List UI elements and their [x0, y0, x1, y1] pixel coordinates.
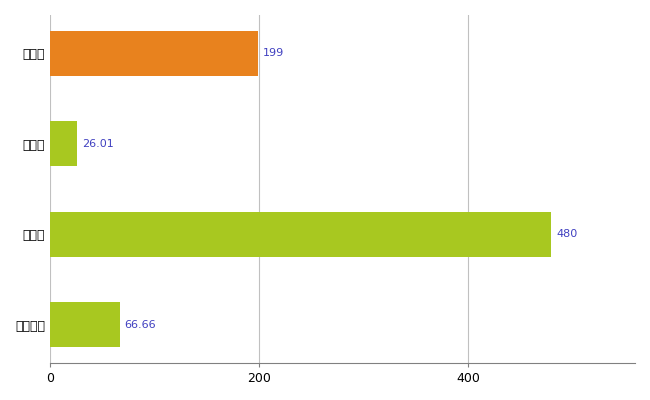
Bar	[50, 302, 120, 347]
Text: 199: 199	[263, 48, 284, 58]
Bar	[50, 121, 77, 166]
Bar	[50, 31, 258, 76]
Bar	[50, 212, 551, 257]
Text: 480: 480	[556, 229, 578, 239]
Text: 26.01: 26.01	[83, 139, 114, 149]
Text: 66.66: 66.66	[125, 320, 157, 330]
